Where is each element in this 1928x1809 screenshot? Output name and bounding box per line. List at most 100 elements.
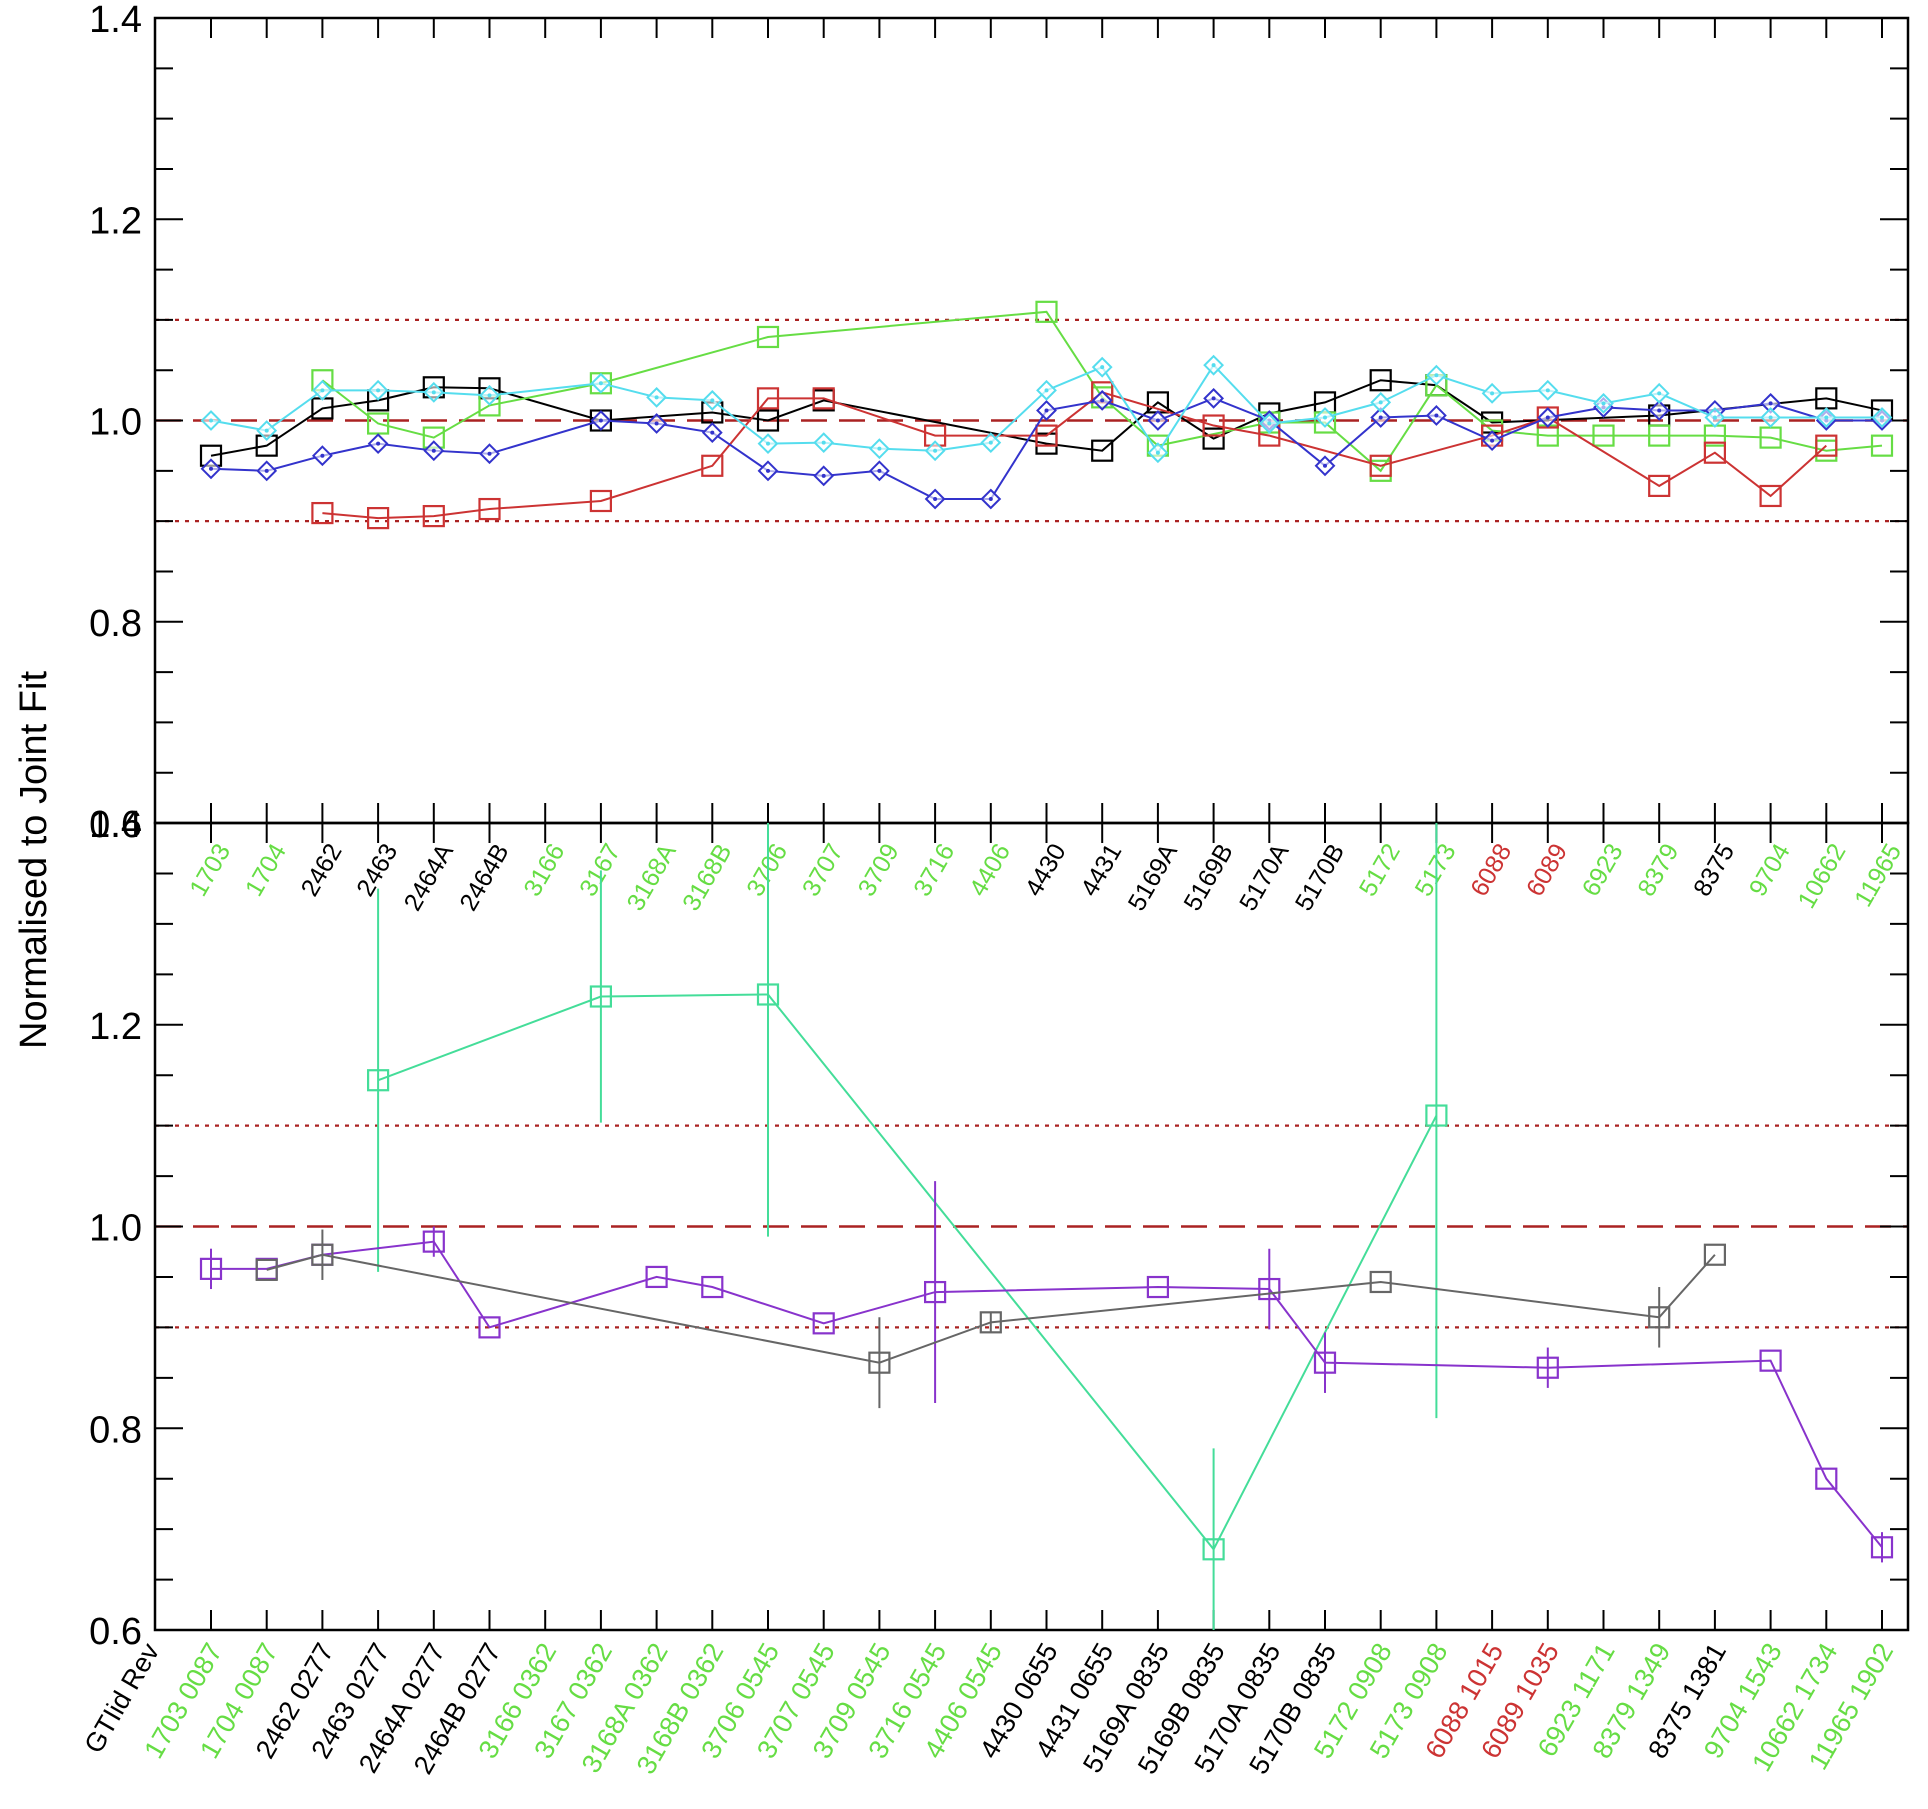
data-point [1425,1104,1448,1127]
data-point [1648,474,1671,498]
data-point-center [431,448,436,453]
data-point [1313,1351,1337,1374]
data-point-center [1044,408,1049,413]
y-tick-label: 1.0 [89,1208,142,1250]
series-line [210,379,1883,457]
data-point-center [710,398,715,403]
data-point-center [1267,421,1272,426]
data-point-center [1545,388,1550,393]
data-point-center [766,441,770,446]
data-point [1592,424,1615,447]
data-point-center [988,496,993,501]
data-point [311,1243,334,1266]
data-point-center [1378,400,1383,405]
data-point [1035,424,1058,447]
x-tick-label-top: 3168A [621,839,682,916]
x-tick-label-top: 8375 [1688,839,1740,901]
data-point-center [376,388,381,393]
x-tick-label-top: 2464B [454,839,514,916]
y-tick-label: 0.6 [89,1611,142,1653]
data-point-center [877,446,882,451]
data-point [478,1316,501,1339]
data-point [199,1257,223,1280]
data-point [756,387,780,410]
x-tick-label-top: 3166 [518,839,570,901]
data-point-center [654,395,659,400]
data-point-center [1657,408,1662,413]
data-point [1369,369,1392,392]
data-point-center [1155,418,1160,423]
y-tick-label: 1.4 [89,0,142,41]
data-point-center [209,418,213,423]
data-point-center [1434,373,1439,378]
series-line [377,993,1438,1552]
data-point-center [598,418,603,423]
data-point [478,497,501,521]
data-point [1815,434,1838,457]
data-point-center [487,393,492,398]
x-tick-label-top: 3716 [908,839,960,901]
x-tick-label-top: 6088 [1465,839,1517,901]
x-tick-label-top: 6923 [1577,839,1629,901]
x-tick-label-top: 4406 [964,839,1016,901]
data-point [367,1069,390,1092]
data-point-center [1768,415,1773,420]
data-point-center [598,381,603,386]
data-point-center [1824,415,1829,420]
data-point-center [1657,391,1662,396]
x-tick-label-top: 9704 [1744,839,1796,901]
x-tick-label-top: 4431 [1075,839,1127,901]
data-point-center [1100,365,1105,370]
data-point [1759,1349,1782,1372]
data-point-center [1211,363,1216,368]
data-point [311,501,334,525]
x-tick-label-top: 5169B [1178,839,1238,916]
data-point [1202,1538,1225,1561]
x-tick-label-top: 5170B [1290,839,1350,916]
y-tick-label: 0.8 [89,1409,142,1451]
data-point [1091,439,1114,462]
series-cyan [200,354,1893,464]
x-tick-label-top: 11965 [1849,839,1907,912]
data-point-center [1155,450,1160,455]
y-tick-label: 1.4 [89,804,142,846]
y-tick-label: 0.6 [89,804,142,846]
data-point-center [1323,415,1327,420]
data-point [923,1280,947,1304]
data-point-center [710,430,715,435]
data-point [1369,1270,1392,1294]
x-tick-label-top: 3707 [797,839,849,901]
series-gray [255,1229,1727,1409]
data-point [589,489,613,513]
y-axis-label: Normalised to Joint Fit [13,671,55,1049]
x-tick-label-top: 5170A [1234,839,1295,916]
series-blue [200,387,1893,510]
x-tick-label-top: 1704 [240,839,292,901]
data-point [701,454,724,477]
data-point [1202,414,1225,437]
x-tick-label-top: 1703 [184,839,236,901]
data-point-center [1545,415,1550,420]
y-tick-label: 1.2 [89,200,142,242]
data-point [812,387,835,410]
data-point-center [821,440,826,445]
series-teal [367,823,1448,1630]
data-point [645,1265,668,1289]
data-point-center [1434,413,1439,418]
data-point-center [320,388,325,393]
data-point-center [1712,415,1717,420]
data-point-center [1378,415,1383,420]
data-point [1536,1356,1559,1379]
data-point-center [264,428,269,433]
data-point [979,1311,1002,1334]
data-point-center [933,448,938,453]
data-point [589,985,613,1008]
x-tick-label-top: 4430 [1020,839,1072,901]
data-point-center [877,468,882,473]
y-tick-label: 1.2 [89,1006,142,1048]
data-point [1870,1536,1894,1559]
data-point [1703,1243,1727,1266]
